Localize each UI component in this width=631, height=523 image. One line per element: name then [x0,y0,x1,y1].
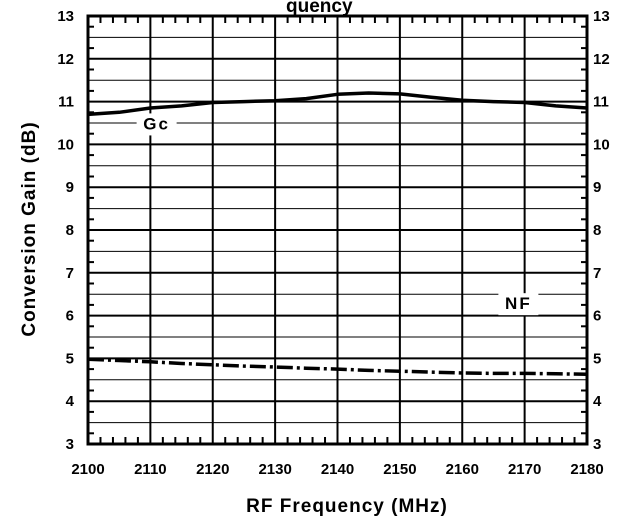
y-tick-label-left: 6 [66,308,74,325]
series-annotations: Gc NF [136,113,539,316]
y-tick-label-left: 9 [66,179,74,196]
x-tick-label: 2150 [383,461,416,478]
y-tick-label-left: 5 [66,350,74,367]
y-tick-label-left: 7 [66,265,74,282]
y-tick-label-right: 8 [593,222,601,239]
plot-area-frame [86,14,589,446]
y-tick-label-left: 8 [66,222,74,239]
series-lines [87,91,588,376]
y-tick-label-right: 12 [593,51,610,68]
y-tick-label-left: 3 [66,436,74,453]
y-tick-label-right: 5 [593,350,601,367]
annotation-label-nf: NF [505,294,532,313]
x-tick-label: 2170 [508,461,541,478]
annotation-background [136,113,177,136]
y-tick-label-right: 13 [593,8,610,25]
x-tick-label: 2180 [570,461,603,478]
x-tick-label: 2120 [196,461,229,478]
y-tick-label-left: 12 [57,51,74,68]
x-tick-labels: 2100 2110 2120 2130 2140 2150 2160 2170 2180 [71,461,603,478]
series-line-gc [87,91,588,117]
y-tick-label-right: 10 [593,136,610,153]
y-tick-label-left: 13 [57,8,74,25]
x-tick-label: 2130 [258,461,291,478]
y-tick-labels-left: 3 4 5 6 7 8 9 10 11 12 13 [57,8,74,453]
y-tick-label-right: 4 [593,393,602,410]
y-axis-label: Conversion Gain (dB) [19,121,40,336]
y-tick-label-left: 4 [66,393,75,410]
x-tick-label: 2140 [321,461,354,478]
y-tick-label-right: 9 [593,179,601,196]
x-tick-label: 2160 [446,461,479,478]
y-tick-labels-right: 3 4 5 6 7 8 9 10 11 12 13 [593,8,610,453]
y-tick-label-left: 10 [57,136,74,153]
y-tick-label-right: 11 [593,94,609,111]
major-grid [88,16,587,444]
annotation-label-gc: Gc [143,114,170,133]
chart-title: quency [286,0,353,17]
y-tick-label-right: 7 [593,265,601,282]
y-tick-label-right: 3 [593,436,601,453]
x-tick-label: 2100 [71,461,104,478]
x-tick-label: 2110 [134,461,167,478]
annotation-background [498,293,539,316]
y-tick-label-left: 11 [58,94,74,111]
y-tick-label-right: 6 [593,308,601,325]
x-axis-label: RF Frequency (MHz) [246,496,448,517]
series-line-nf [87,357,588,376]
